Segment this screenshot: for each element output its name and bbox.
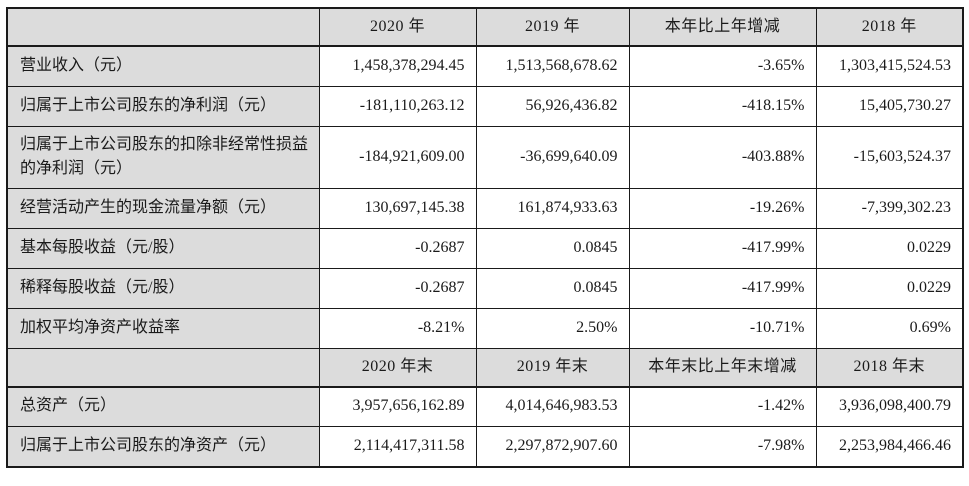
table-row-net-profit: 归属于上市公司股东的净利润（元） -181,110,263.12 56,926,…	[6, 85, 964, 127]
header-blank-cell	[6, 348, 320, 388]
period-header-row: 2020 年 2019 年 本年比上年增减 2018 年	[6, 7, 964, 47]
value-2020: 130,697,145.38	[318, 188, 477, 230]
header-end-yoy-change: 本年末比上年末增减	[628, 348, 817, 388]
value-2020: -8.21%	[318, 308, 477, 350]
header-blank-cell	[6, 7, 320, 47]
value-change: -403.88%	[628, 125, 817, 190]
value-2018: -7,399,302.23	[815, 188, 964, 230]
value-2019: 0.0845	[475, 228, 630, 270]
value-2019: 4,014,646,983.53	[475, 386, 630, 428]
value-2018: 0.0229	[815, 268, 964, 310]
value-2018: 2,253,984,466.46	[815, 426, 964, 468]
table-row-diluted-eps: 稀释每股收益（元/股） -0.2687 0.0845 -417.99% 0.02…	[6, 268, 964, 310]
row-label: 稀释每股收益（元/股）	[6, 268, 320, 310]
value-2018: 0.69%	[815, 308, 964, 350]
value-2019: 0.0845	[475, 268, 630, 310]
value-2019: 2.50%	[475, 308, 630, 350]
value-change: -3.65%	[628, 45, 817, 87]
value-2018: 1,303,415,524.53	[815, 45, 964, 87]
value-change: -1.42%	[628, 386, 817, 428]
row-label: 归属于上市公司股东的净利润（元）	[6, 85, 320, 127]
value-change: -7.98%	[628, 426, 817, 468]
value-2018: -15,603,524.37	[815, 125, 964, 190]
row-label: 加权平均净资产收益率	[6, 308, 320, 350]
value-change: -417.99%	[628, 268, 817, 310]
header-end-2019: 2019 年末	[475, 348, 630, 388]
financial-summary-table: 2020 年 2019 年 本年比上年增减 2018 年 营业收入（元） 1,4…	[6, 7, 964, 468]
row-label: 归属于上市公司股东的净资产（元）	[6, 426, 320, 468]
value-2018: 3,936,098,400.79	[815, 386, 964, 428]
table-row-operating-revenue: 营业收入（元） 1,458,378,294.45 1,513,568,678.6…	[6, 45, 964, 87]
value-2019: 56,926,436.82	[475, 85, 630, 127]
value-2019: 2,297,872,907.60	[475, 426, 630, 468]
value-change: -417.99%	[628, 228, 817, 270]
header-year-2018: 2018 年	[815, 7, 964, 47]
value-2019: 1,513,568,678.62	[475, 45, 630, 87]
table-row-weighted-avg-roe: 加权平均净资产收益率 -8.21% 2.50% -10.71% 0.69%	[6, 308, 964, 350]
value-change: -418.15%	[628, 85, 817, 127]
row-label: 总资产（元）	[6, 386, 320, 428]
value-2020: 3,957,656,162.89	[318, 386, 477, 428]
table-row-net-assets: 归属于上市公司股东的净资产（元） 2,114,417,311.58 2,297,…	[6, 426, 964, 468]
value-2020: 1,458,378,294.45	[318, 45, 477, 87]
header-end-2020: 2020 年末	[318, 348, 477, 388]
value-2018: 0.0229	[815, 228, 964, 270]
value-2018: 15,405,730.27	[815, 85, 964, 127]
header-year-2020: 2020 年	[318, 7, 477, 47]
row-label: 归属于上市公司股东的扣除非经常性损益的净利润（元）	[6, 125, 320, 190]
value-2020: -184,921,609.00	[318, 125, 477, 190]
row-label: 营业收入（元）	[6, 45, 320, 87]
header-end-2018: 2018 年末	[815, 348, 964, 388]
period-end-header-row: 2020 年末 2019 年末 本年末比上年末增减 2018 年末	[6, 348, 964, 388]
row-label: 基本每股收益（元/股）	[6, 228, 320, 270]
table-row-net-profit-excl-nonrecurring: 归属于上市公司股东的扣除非经常性损益的净利润（元） -184,921,609.0…	[6, 125, 964, 190]
value-change: -10.71%	[628, 308, 817, 350]
value-2020: -0.2687	[318, 268, 477, 310]
value-2019: -36,699,640.09	[475, 125, 630, 190]
table-row-total-assets: 总资产（元） 3,957,656,162.89 4,014,646,983.53…	[6, 386, 964, 428]
value-2019: 161,874,933.63	[475, 188, 630, 230]
value-change: -19.26%	[628, 188, 817, 230]
header-year-2019: 2019 年	[475, 7, 630, 47]
table-row-basic-eps: 基本每股收益（元/股） -0.2687 0.0845 -417.99% 0.02…	[6, 228, 964, 270]
row-label: 经营活动产生的现金流量净额（元）	[6, 188, 320, 230]
value-2020: -181,110,263.12	[318, 85, 477, 127]
header-yoy-change: 本年比上年增减	[628, 7, 817, 47]
value-2020: 2,114,417,311.58	[318, 426, 477, 468]
table-row-operating-cash-flow: 经营活动产生的现金流量净额（元） 130,697,145.38 161,874,…	[6, 188, 964, 230]
value-2020: -0.2687	[318, 228, 477, 270]
